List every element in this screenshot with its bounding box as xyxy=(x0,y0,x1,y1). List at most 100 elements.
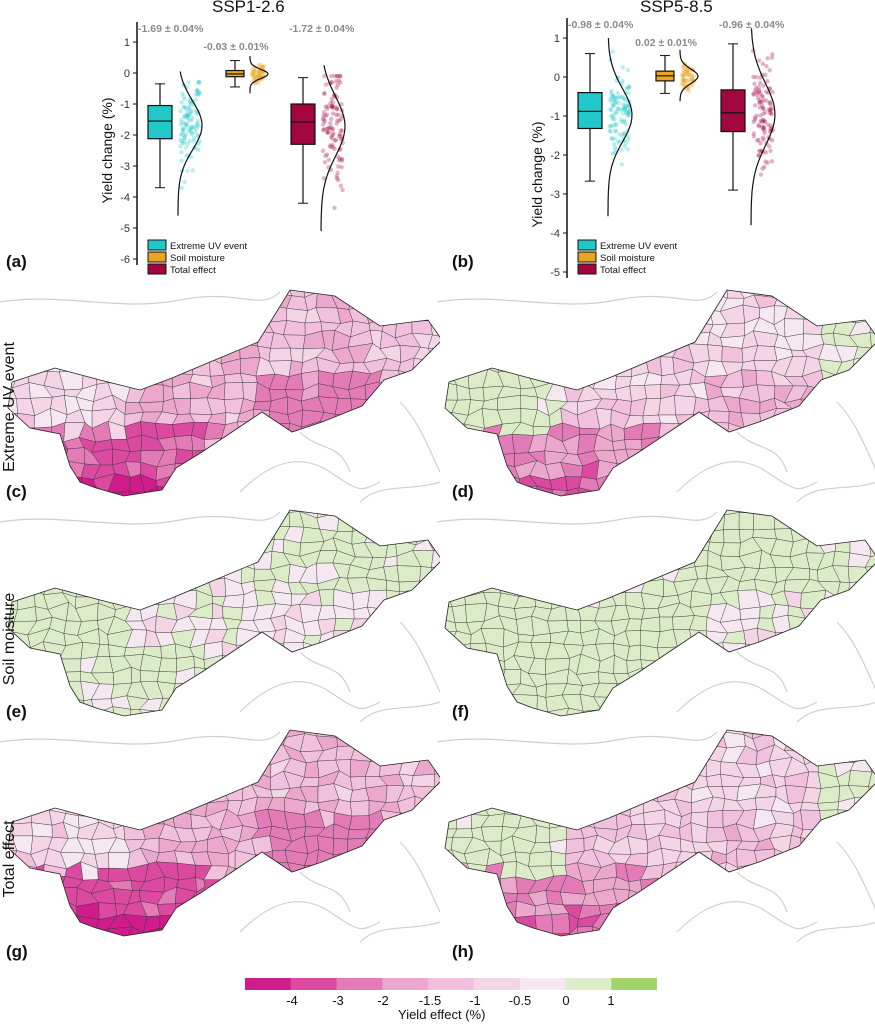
county-region xyxy=(171,682,196,700)
county-region xyxy=(768,486,792,496)
county-region xyxy=(333,874,356,893)
data-point xyxy=(196,142,201,147)
data-point xyxy=(623,121,629,127)
county-region xyxy=(720,542,741,557)
data-point xyxy=(612,117,617,122)
county-region xyxy=(693,479,714,494)
county-region xyxy=(334,682,352,702)
data-point xyxy=(254,75,259,81)
county-region xyxy=(347,860,372,879)
county-region xyxy=(77,304,101,319)
county-region xyxy=(776,641,793,659)
county-region xyxy=(33,486,51,496)
county-region xyxy=(386,290,406,296)
county-region xyxy=(672,931,698,936)
county-region xyxy=(633,735,643,752)
county-region xyxy=(707,709,729,716)
county-region xyxy=(548,307,567,321)
county-region xyxy=(677,646,694,662)
data-point xyxy=(325,129,330,135)
county-region xyxy=(205,941,224,957)
county-region xyxy=(251,928,276,936)
colorbar-bin xyxy=(336,978,383,990)
data-point xyxy=(757,80,763,86)
county-region xyxy=(593,307,619,326)
data-point xyxy=(608,129,613,134)
data-point xyxy=(615,91,620,96)
county-region xyxy=(787,654,809,674)
county-region xyxy=(820,930,839,936)
county-region xyxy=(815,851,836,869)
county-region xyxy=(753,680,775,695)
county-region xyxy=(352,452,371,466)
data-point xyxy=(185,108,190,114)
county-region xyxy=(640,331,663,349)
county-region xyxy=(385,829,405,842)
county-region xyxy=(140,786,164,800)
county-region xyxy=(15,510,35,514)
county-region xyxy=(174,488,195,496)
county-region xyxy=(759,645,779,662)
colorbar-tick: -4 xyxy=(286,993,298,1008)
data-point xyxy=(754,90,760,95)
data-point xyxy=(619,147,624,153)
county-region xyxy=(471,928,489,936)
county-region xyxy=(354,436,373,455)
county-region xyxy=(380,512,402,526)
county-region xyxy=(8,290,18,299)
region-outline xyxy=(444,729,875,937)
county-region xyxy=(176,746,196,764)
county-region xyxy=(92,538,118,557)
county-region xyxy=(129,748,147,760)
county-region xyxy=(607,473,635,490)
data-point xyxy=(609,88,614,94)
county-region xyxy=(283,903,304,921)
county-region xyxy=(107,538,132,555)
county-region xyxy=(739,606,761,620)
panel-label-d: (d) xyxy=(452,482,474,501)
data-point xyxy=(689,77,695,83)
county-region xyxy=(445,757,459,776)
county-region xyxy=(868,771,875,789)
data-point xyxy=(329,80,335,85)
data-point xyxy=(188,124,194,130)
county-region xyxy=(870,399,875,415)
county-region xyxy=(365,396,388,416)
county-region xyxy=(453,464,472,478)
data-point xyxy=(257,72,262,77)
county-region xyxy=(445,655,455,673)
county-region xyxy=(47,347,67,361)
county-region xyxy=(611,776,627,786)
county-region xyxy=(512,510,536,515)
county-region xyxy=(107,511,130,529)
data-point xyxy=(751,74,756,80)
county-region xyxy=(129,709,149,716)
county-region xyxy=(643,757,665,773)
county-region xyxy=(178,562,192,580)
data-point xyxy=(195,87,200,93)
neighbor-border xyxy=(736,431,788,473)
county-region xyxy=(158,798,173,816)
county-region xyxy=(626,342,650,361)
data-point xyxy=(769,55,775,60)
data-point xyxy=(333,79,339,84)
neighbor-border xyxy=(399,841,440,913)
county-region xyxy=(251,550,273,570)
county-region xyxy=(562,731,584,751)
county-region xyxy=(30,770,52,789)
county-region xyxy=(404,642,418,662)
county-region xyxy=(790,641,806,659)
county-region xyxy=(285,694,305,712)
county-region xyxy=(188,912,213,932)
county-region xyxy=(658,475,680,488)
data-point xyxy=(608,124,613,129)
county-region xyxy=(823,603,837,621)
data-point xyxy=(765,79,770,84)
county-region xyxy=(130,290,148,298)
data-point xyxy=(620,102,626,107)
county-region xyxy=(92,528,110,541)
legend-label: Total effect xyxy=(600,265,646,276)
data-point xyxy=(769,111,774,117)
county-region xyxy=(160,643,177,659)
